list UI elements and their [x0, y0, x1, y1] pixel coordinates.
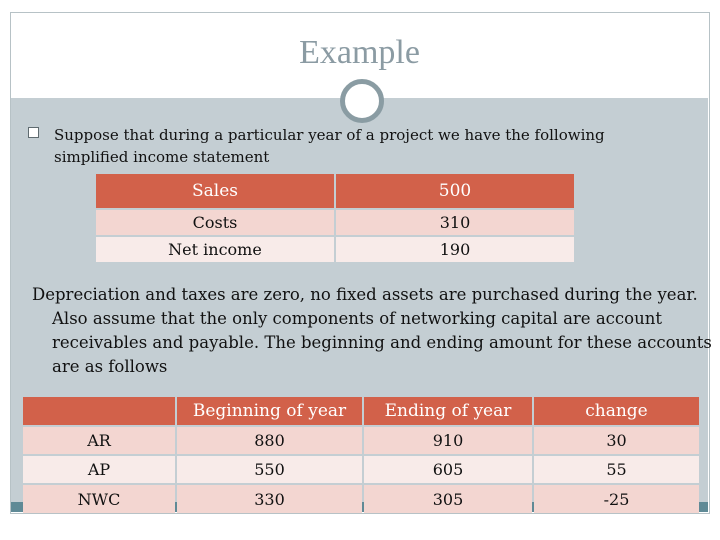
paragraph-text: Depreciation and taxes are zero, no fixe…: [32, 285, 712, 376]
circle-ornament-icon: [340, 79, 384, 123]
table-header-cell: change: [534, 397, 699, 425]
table-cell: 310: [336, 210, 574, 235]
table-cell: 910: [364, 427, 532, 454]
bullet-square-icon: [28, 127, 39, 138]
table-row: AR 880 910 30: [23, 427, 699, 454]
table-row: Sales 500: [96, 174, 574, 208]
table-cell: Net income: [96, 237, 334, 262]
table-row: Net income 190: [96, 237, 574, 262]
table-cell: 550: [177, 456, 362, 483]
table-cell: 500: [336, 174, 574, 208]
table-cell: 880: [177, 427, 362, 454]
income-statement-table: Sales 500 Costs 310 Net income 190: [94, 172, 576, 264]
table-cell: -25: [534, 485, 699, 513]
table-cell: AP: [23, 456, 175, 483]
table-cell: NWC: [23, 485, 175, 513]
table-cell: 605: [364, 456, 532, 483]
table-cell: 190: [336, 237, 574, 262]
slide-title: Example: [299, 34, 420, 71]
bullet-text: Suppose that during a particular year of…: [54, 126, 605, 166]
table-cell: 55: [534, 456, 699, 483]
table-row: Costs 310: [96, 210, 574, 235]
table-cell: Costs: [96, 210, 334, 235]
table-cell: Sales: [96, 174, 334, 208]
table-row: Beginning of year Ending of year change: [23, 397, 699, 425]
table-row: AP 550 605 55: [23, 456, 699, 483]
table-row: NWC 330 305 -25: [23, 485, 699, 513]
table-header-cell: Ending of year: [364, 397, 532, 425]
table-header-cell: Beginning of year: [177, 397, 362, 425]
table-cell: 330: [177, 485, 362, 513]
table-cell: AR: [23, 427, 175, 454]
table-header-cell: [23, 397, 175, 425]
table-cell: 30: [534, 427, 699, 454]
nwc-table: Beginning of year Ending of year change …: [21, 395, 701, 515]
table-cell: 305: [364, 485, 532, 513]
